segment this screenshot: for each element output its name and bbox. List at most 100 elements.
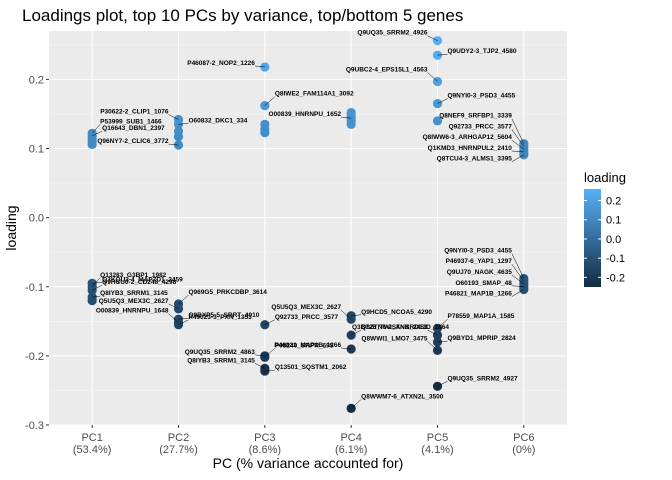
y-axis-ticks: -0.3 -0.2 -0.1 0.0 0.1 0.2 [25,74,49,432]
x-axis-ticks: PC1(53.4%) PC2(27.7%) PC3(8.6%) PC4(6.1%) PC… [73,425,535,456]
label-connector [254,65,265,68]
point-label: Q8IWW6-3_ARHGAP12_5604 [423,134,513,141]
label-connector [427,35,438,41]
label-connector [511,129,525,147]
y-axis-title: loading [3,205,19,250]
legend-tick-label: -0.2 [606,272,625,284]
point-label: P53999_SUB1_1466 [100,118,162,125]
data-point [346,119,356,129]
point-label: Q3KQU3-4_MAP7D1_2459 [102,276,183,283]
point-label: Q9UQ35_SRRM2_4927 [448,375,518,382]
label-connector [351,329,362,336]
point-label: Q8IWE2_FAM114A1_3092 [275,91,354,98]
point-label: Q8WWI1_LMO7_3475 [361,335,427,342]
y-tick-label: 0.2 [29,74,44,86]
legend-title: loading [584,170,626,185]
x-tick-label: PC1 [81,432,102,444]
label-connector [350,399,362,409]
point-label: Q96NY7-2_CLIC6_3772 [97,138,169,145]
y-tick-label: -0.3 [25,420,44,432]
label-connector [341,116,352,119]
legend-tick-label: 0.2 [606,196,621,208]
grid-lines [49,31,567,426]
point-label: Q9UQ35_SRRM2_4926 [357,30,427,37]
plot-panel [49,31,567,425]
legend-tick-label: -0.1 [606,253,625,265]
x-tick-percent: (6.1%) [335,444,367,456]
point-label: Q92733_PRCC_3577 [449,123,513,130]
label-connector [178,319,189,325]
legend-ticks: 0.2 0.1 0.0 -0.1 -0.2 [584,196,625,284]
label-connector [264,348,276,358]
label-connector [511,150,524,153]
point-label: Q9UDY2-3_TJP2_4580 [448,48,517,55]
label-connector [511,289,524,297]
point-label: Q8NEF9_SRFBP1_3339 [439,113,512,120]
point-label: Q8TCU4-3_ALMS1_3395 [437,156,513,163]
label-connector [437,53,448,56]
point-label: P30622-2_CLIP1_1076 [100,108,169,115]
label-connector [168,303,179,310]
label-connector [92,295,101,298]
point-label: Q5U5Q3_MEX3C_2627 [271,304,341,311]
point-label: Q5U5Q3_MEX3C_2627 [99,298,169,305]
point-label: O60832_DKC1_334 [189,117,248,124]
label-connector [264,96,276,106]
point-label: Q9NYI0-3_PSD3_4455 [448,93,516,100]
label-connector [178,123,189,125]
point-label: Q9NYI0-3_PSD3_4455 [444,247,512,254]
point-label: Q16643_DBN1_2397 [102,125,165,132]
point-label: Q92733_PRCC_3577 [275,314,339,321]
x-tick-percent: (4.1%) [421,444,453,456]
x-tick-label: PC4 [340,432,361,444]
label-connector [427,329,438,336]
point-label: O00839_HNRNPU_1648 [96,308,169,315]
point-label: Q9BYD1_MPRIP_2824 [448,335,517,342]
label-connector [511,285,524,288]
label-connector [92,284,103,291]
label-connector [437,98,448,104]
chart-title: Loadings plot, top 10 PCs by variance, t… [22,6,463,25]
point-label: O60193_SMAP_48 [455,280,512,287]
x-tick-label: PC3 [254,432,275,444]
point-label: Q9BXP5-5_SRRT_4010 [189,312,260,319]
label-connector [511,139,524,150]
label-connector [168,143,179,146]
point-label: Q13501_SQSTM1_2062 [275,364,347,371]
point-label: Q9HCD5_NCOA5_4290 [361,309,432,316]
data-point [519,284,529,295]
point-label: Q13283_G3BP1_1982 [100,272,167,279]
label-connector [254,354,265,357]
legend-colorbar [584,189,601,287]
label-connector [437,381,448,387]
x-tick-label: PC5 [427,432,448,444]
point-label: Q969G5_PRKCDBP_3614 [189,289,268,296]
data-point [432,50,443,60]
label-connector [427,72,438,82]
data-point [87,139,97,149]
point-label: Q8IYB3_SRRM1_3145 [100,290,168,297]
point-label: Q6ZTN6-2_ANKRD13D_2864 [361,324,449,331]
x-axis-title: PC (% variance accounted for) [213,455,404,471]
point-label: Q1KMD3_HNRNPUL2_2410 [428,145,513,152]
y-tick-label: -0.2 [25,351,44,363]
point-label: P46937-6_YAP1_1297 [446,258,513,265]
label-connector [92,130,103,137]
y-tick-label: 0.0 [29,213,44,225]
label-connector [340,310,352,320]
label-connector [178,294,189,305]
data-point [173,132,184,142]
point-label: Q9UBC2-4_EPS15L1_4563 [346,66,428,73]
point-label: Q9UJ70_NAGK_4635 [447,269,512,276]
label-connector [341,347,352,350]
point-label: P46821_MAP1B_1266 [274,342,341,349]
label-connector [91,124,101,134]
label-connector [264,319,275,325]
x-tick-percent: (27.7%) [159,444,198,456]
label-connector [511,264,525,282]
x-tick-percent: (8.6%) [249,444,281,456]
data-point [432,116,443,126]
label-connector [168,114,179,120]
legend-tick-label: 0.0 [606,234,621,246]
